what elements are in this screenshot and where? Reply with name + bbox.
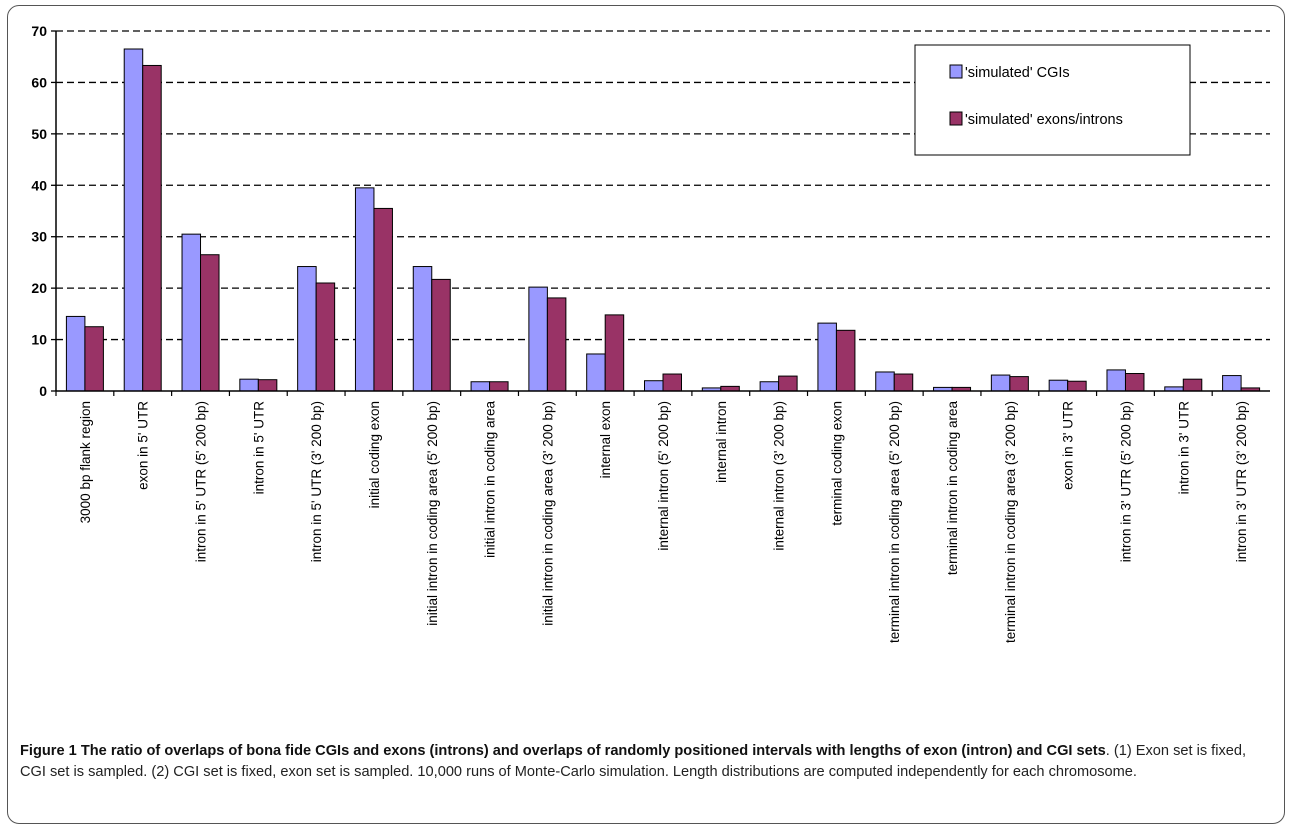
- y-axis-ticks: 0 10 20 30 40 50 60 70: [31, 23, 56, 399]
- x-tick-label: initial coding exon: [367, 401, 382, 508]
- y-tick-label: 70: [31, 23, 47, 39]
- y-tick-label: 10: [31, 332, 47, 348]
- bar-exons-introns: [604, 314, 625, 392]
- bar-cgis: [354, 187, 375, 392]
- bar-cgis: [297, 266, 317, 392]
- bar-cgis: [65, 315, 86, 392]
- bar-exons-introns: [1124, 373, 1145, 392]
- bar-exons-introns: [662, 373, 682, 392]
- bar-exons-introns: [1009, 376, 1029, 392]
- bar-cgis: [412, 266, 433, 392]
- bar-chart: 0 10 20 30 40 50 60 70 3000 bp flank region exon…: [31, 23, 1270, 643]
- bar-cgis: [817, 322, 837, 392]
- bar-exons-introns: [546, 297, 567, 392]
- bar-exons-introns: [893, 373, 914, 392]
- bar-cgis: [644, 380, 664, 392]
- bar-cgis: [1222, 375, 1242, 392]
- x-tick-label: terminal intron in coding area (5' 200 b…: [887, 401, 902, 643]
- legend-swatch-exons-introns: [949, 111, 963, 126]
- figure-caption: Figure 1 The ratio of overlaps of bona f…: [20, 741, 1275, 782]
- x-tick-label: terminal coding exon: [829, 401, 844, 526]
- x-tick-label: terminal intron in coding area (3' 200 b…: [1003, 401, 1018, 643]
- bar-exons-introns: [257, 379, 278, 392]
- bar-cgis: [990, 374, 1011, 392]
- x-tick-label: internal intron: [714, 401, 729, 483]
- legend-label-exons-introns: 'simulated' exons/introns: [965, 112, 1123, 128]
- bar-exons-introns: [835, 329, 856, 392]
- bar-exons-introns: [431, 278, 451, 392]
- bar-cgis: [875, 371, 895, 392]
- y-tick-label: 50: [31, 126, 47, 142]
- x-tick-label: internal intron (5' 200 bp): [656, 401, 671, 551]
- x-tick-label: 3000 bp flank region: [78, 401, 93, 523]
- caption-title: Figure 1 The ratio of overlaps of bona f…: [20, 743, 1106, 759]
- legend-swatch-cgis: [949, 64, 963, 79]
- bar-exons-introns: [1182, 378, 1203, 392]
- bar-exons-introns: [373, 207, 393, 392]
- bar-cgis: [528, 286, 548, 392]
- x-tick-label: intron in 3' UTR (3' 200 bp): [1234, 401, 1249, 562]
- x-tick-label: exon in 5' UTR: [136, 401, 151, 490]
- y-tick-label: 60: [31, 74, 47, 90]
- x-tick-label: exon in 3' UTR: [1061, 401, 1076, 490]
- bar-cgis: [470, 381, 491, 392]
- y-tick-label: 0: [39, 383, 47, 399]
- gridlines: [56, 30, 1270, 341]
- bar-cgis: [759, 381, 780, 392]
- caption-text: . (1) Exon set is fixed, CGI set is samp…: [20, 743, 1247, 780]
- y-tick-label: 20: [31, 280, 47, 296]
- bar-exons-introns: [142, 64, 162, 392]
- x-tick-label: initial intron in coding area: [483, 401, 498, 558]
- bar-exons-introns: [778, 375, 798, 392]
- x-tick-label: terminal intron in coding area: [945, 401, 960, 576]
- x-tick-label: internal intron (3' 200 bp): [772, 401, 787, 551]
- x-axis-labels: 3000 bp flank region exon in 5' UTR intron…: [55, 391, 1249, 643]
- x-tick-label: intron in 5' UTR (3' 200 bp): [309, 401, 324, 562]
- bar-cgis: [586, 353, 606, 392]
- bar-cgis: [1048, 379, 1069, 392]
- x-tick-label: initial intron in coding area (3' 200 bp…: [540, 401, 555, 626]
- bar-cgis: [181, 233, 202, 392]
- bar-cgis: [239, 378, 259, 392]
- legend-label-cgis: 'simulated' CGIs: [965, 65, 1070, 81]
- bar-exons-introns: [84, 326, 104, 392]
- legend: 'simulated' CGIs 'simulated' exons/intron…: [914, 44, 1191, 156]
- y-tick-label: 40: [31, 177, 47, 193]
- bar-exons-introns: [1067, 380, 1087, 392]
- x-tick-label: initial intron in coding area (5' 200 bp…: [425, 401, 440, 626]
- x-tick-label: intron in 5' UTR: [251, 401, 266, 495]
- x-tick-label: intron in 5' UTR (5' 200 bp): [194, 401, 209, 562]
- bar-exons-introns: [315, 282, 336, 392]
- axes: [55, 31, 1270, 392]
- x-tick-label: internal exon: [598, 401, 613, 478]
- y-tick-label: 30: [31, 229, 47, 245]
- legend-box: [914, 44, 1191, 156]
- bar-cgis: [123, 48, 144, 392]
- x-tick-label: intron in 3' UTR: [1176, 401, 1191, 495]
- bar-cgis: [1106, 369, 1126, 392]
- bar-exons-introns: [200, 254, 220, 392]
- bar-exons-introns: [489, 381, 509, 392]
- x-tick-label: intron in 3' UTR (5' 200 bp): [1118, 401, 1133, 562]
- figure-frame: [7, 5, 1285, 824]
